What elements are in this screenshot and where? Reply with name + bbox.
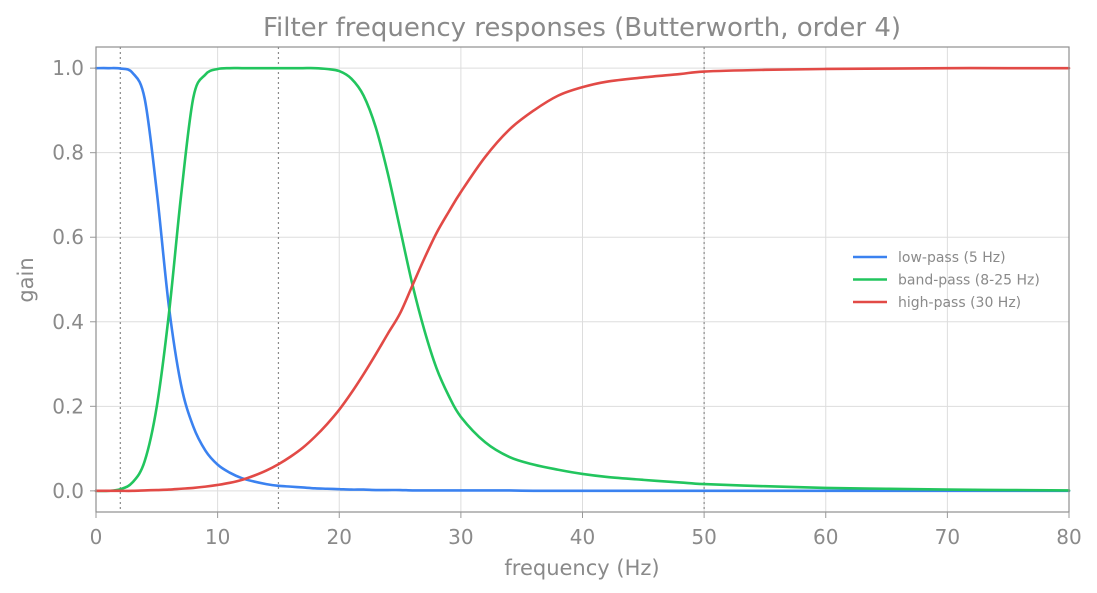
x-tick-label: 40 (570, 525, 595, 549)
x-tick-label: 0 (90, 525, 103, 549)
chart-title: Filter frequency responses (Butterworth,… (263, 13, 901, 43)
series-line-3 (94, 66, 1071, 493)
x-tick-label: 10 (205, 525, 230, 549)
y-tick-label: 0.0 (52, 479, 84, 503)
series-line-1 (94, 66, 1071, 493)
legend: low-pass (5 Hz) band-pass (8-25 Hz) high-p… (853, 250, 1040, 311)
y-tick-label: 0.4 (52, 310, 84, 334)
y-tick-label: 0.2 (52, 394, 84, 418)
x-tick-label: 30 (448, 525, 473, 549)
x-tick-label: 80 (1056, 525, 1081, 549)
y-tick-label: 0.6 (52, 225, 84, 249)
x-tick-label: 50 (691, 525, 716, 549)
y-tick-label: 0.8 (52, 141, 84, 165)
series-line-2 (94, 66, 1071, 493)
legend-label: high-pass (30 Hz) (898, 295, 1021, 311)
legend-label: band-pass (8-25 Hz) (898, 273, 1040, 289)
y-tick-label: 1.0 (52, 56, 84, 80)
x-tick-label: 60 (813, 525, 838, 549)
series-lines (94, 66, 1071, 493)
x-tick-label: 70 (935, 525, 960, 549)
x-tick-label: 20 (327, 525, 352, 549)
y-axis-label: gain (14, 257, 38, 302)
x-axis-label: frequency (Hz) (504, 556, 659, 580)
axis-ticks: 0 10 20 30 40 50 60 70 80 0.0 0.2 0.4 0.6 0.8 1.0 (52, 56, 1082, 549)
legend-label: low-pass (5 Hz) (898, 250, 1006, 266)
